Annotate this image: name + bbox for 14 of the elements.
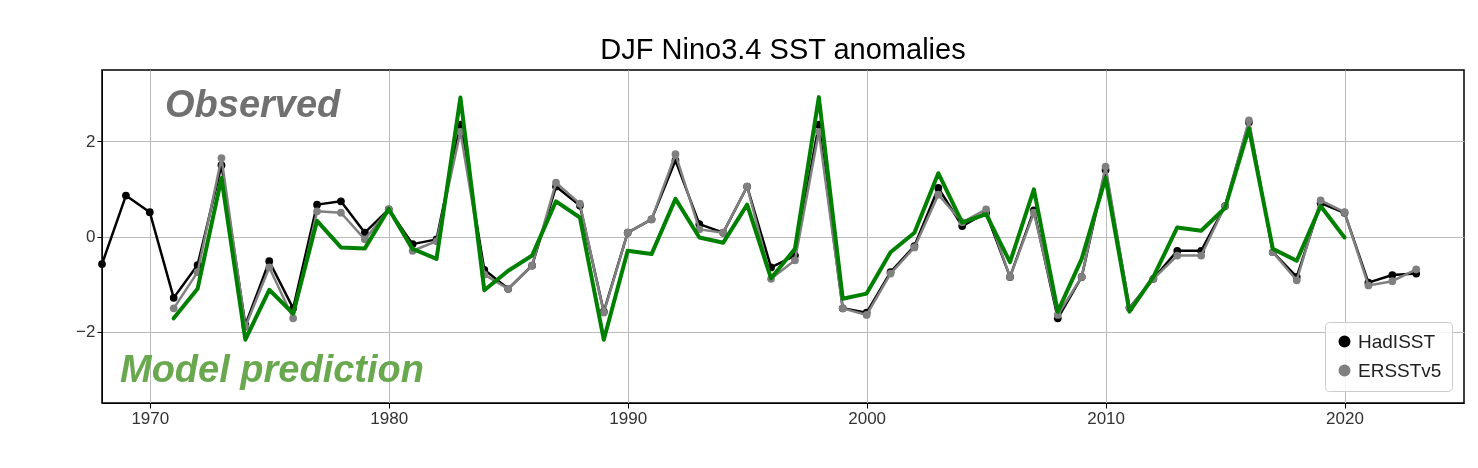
legend-label: HadISST bbox=[1358, 330, 1436, 352]
annotation: Observed bbox=[165, 83, 342, 125]
annotation: Model prediction bbox=[120, 348, 424, 390]
x-tick-label: 1990 bbox=[609, 408, 648, 428]
x-tick-label: 1980 bbox=[370, 408, 409, 428]
x-tick-label: 2010 bbox=[1087, 408, 1125, 428]
y-tick-label: 2 bbox=[86, 131, 96, 151]
x-tick-label: 1970 bbox=[131, 408, 170, 428]
y-tick-label: −2 bbox=[76, 322, 96, 342]
x-tick-label: 2020 bbox=[1326, 408, 1364, 428]
y-tick-label: 0 bbox=[86, 227, 96, 246]
legend-label: ERSSTv5 bbox=[1358, 359, 1442, 381]
chart-title: DJF Nino3.4 SST anomalies bbox=[600, 33, 966, 65]
x-tick-label: 2000 bbox=[848, 408, 887, 428]
